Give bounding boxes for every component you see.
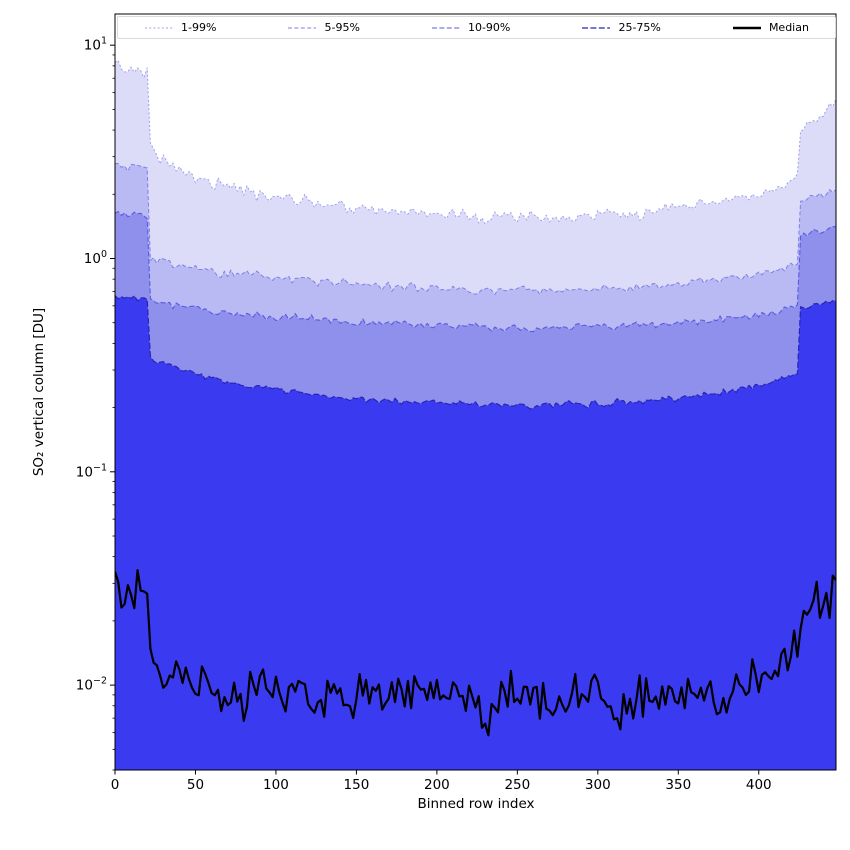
legend-label: 5-95% [324,21,360,34]
legend-label: 25-75% [618,21,661,34]
y-tick-label: 101 [84,36,107,54]
legend-entry-1-99%: 1-99% [144,21,216,34]
x-tick-label: 50 [187,777,204,793]
x-tick-label: 0 [111,777,120,793]
band-fills [115,60,836,770]
series-line-10-90% [115,210,836,333]
series-line-25-75% [115,295,836,410]
legend-entry-10-90%: 10-90% [431,21,510,34]
axes-frame [114,13,837,771]
x-tick-label: 100 [263,777,289,793]
legend-line-sample [145,27,173,28]
x-tick-label: 150 [344,777,370,793]
legend-line-sample [288,27,317,28]
legend-line-sample [582,26,611,29]
legend-entry-5-95%: 5-95% [287,21,360,34]
y-tick-label: 10−1 [76,462,107,480]
legend-line-sample [431,26,460,29]
legend-label: 1-99% [181,21,217,34]
legend-entry-25-75%: 25-75% [581,21,661,34]
axis-ticks: 0 50 100 150 200 250 300 350 400 101 100 10−1 10−2 [76,36,772,793]
series-line-1-99% [115,59,836,225]
legend: 1-99% 5-95% 10-90% 25-75% Median [117,16,836,39]
x-tick-label: 200 [424,777,450,793]
x-tick-label: 300 [585,777,611,793]
x-axis-label: Binned row index [417,796,535,812]
y-axis-label: SO₂ vertical column [DU] [31,307,47,477]
legend-label: Median [768,21,809,34]
band-lines [115,59,836,737]
x-tick-label: 350 [665,777,691,793]
y-tick-label: 100 [84,249,107,267]
legend-line-sample [732,26,761,29]
series-line-5-95% [115,162,836,296]
series-fill-25-75% [115,295,836,770]
legend-entry-Median: Median [732,21,809,34]
series-line-Median [115,569,836,737]
y-tick-label: 10−2 [76,676,107,694]
legend-label: 10-90% [467,21,511,34]
x-tick-label: 250 [504,777,530,793]
x-tick-label: 400 [746,777,772,793]
